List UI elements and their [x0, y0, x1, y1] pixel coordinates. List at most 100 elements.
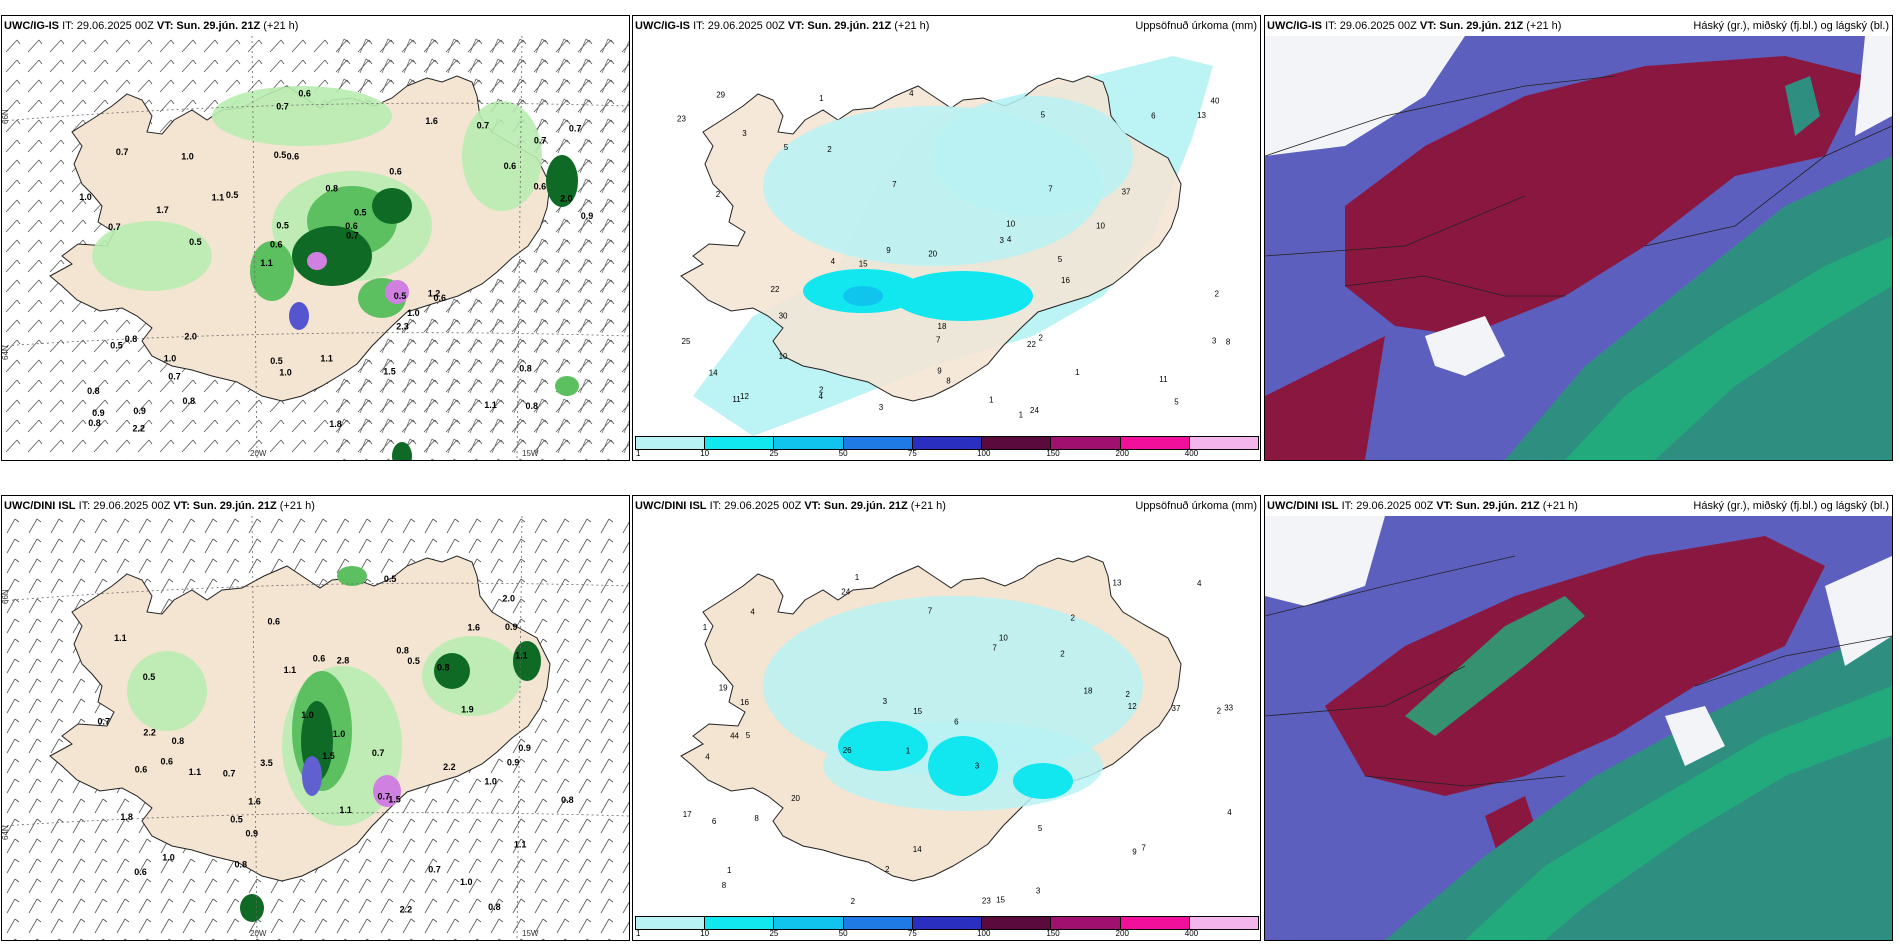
value-label: 2	[819, 386, 824, 395]
value-label: 0.5	[384, 574, 397, 584]
panel-right-title: Uppsöfnuð úrkoma (mm)	[1135, 20, 1257, 32]
panel-top-right-clouds: UWC/IG-IS IT: 29.06.2025 00Z VT: Sun. 29…	[1264, 15, 1893, 461]
value-label: 16	[1061, 276, 1070, 285]
map-accum-precip-top: 3121134547689753241523224010113722253029…	[633, 36, 1260, 460]
colorbar-segment	[911, 916, 983, 930]
panel-header: UWC/DINI ISL IT: 29.06.2025 00Z VT: Sun.…	[633, 496, 1260, 516]
value-label: 10	[1006, 220, 1015, 229]
value-label: 5	[1041, 111, 1046, 120]
value-label: 0.5	[110, 341, 123, 351]
lon-label-20w: 20W	[250, 929, 267, 938]
value-label: 4	[1227, 808, 1232, 817]
panel-header: UWC/IG-IS IT: 29.06.2025 00Z VT: Sun. 29…	[2, 16, 629, 36]
value-label: 3	[742, 129, 747, 138]
colorbar-segment	[704, 436, 775, 450]
value-label: 0.9	[133, 406, 146, 416]
value-label: 1.2	[428, 289, 441, 299]
value-label: 0.8	[183, 396, 196, 406]
valid-time: Sun. 29.jún. 21Z	[1455, 500, 1540, 512]
value-label: 25	[682, 337, 691, 346]
model-name: UWC/IG-IS	[1267, 20, 1322, 32]
value-label: 17	[683, 810, 692, 819]
valid-label: VT:	[787, 20, 805, 32]
model-name: UWC/DINI ISL	[635, 500, 707, 512]
colorbar-tick-label: 75	[907, 929, 917, 938]
value-label: 1	[989, 396, 994, 405]
value-label: 3	[1212, 336, 1217, 345]
colorbar-segment	[773, 436, 844, 450]
value-label: 22	[771, 285, 780, 294]
value-label: 1.0	[301, 710, 314, 720]
value-label: 4	[1197, 579, 1202, 588]
colorbar-segment	[1188, 436, 1259, 450]
colorbar-segment	[911, 436, 983, 450]
colorbar-tick-label: 75	[907, 449, 917, 458]
precip-accum-shading	[763, 596, 1143, 811]
colorbar-tick-label: 25	[769, 449, 779, 458]
value-label: 0.5	[143, 672, 156, 682]
value-label: 1.1	[260, 258, 273, 268]
value-label: 2	[885, 865, 890, 874]
value-label: 0.6	[134, 867, 147, 877]
precip-shading-green	[127, 566, 541, 922]
value-label: 0.6	[135, 765, 148, 775]
value-label: 0.7	[168, 372, 181, 382]
value-label: 0.7	[223, 768, 236, 778]
colorbar-segment	[842, 436, 913, 450]
value-label: 10	[1096, 221, 1105, 230]
value-label: 2.0	[503, 594, 516, 604]
colorbar-tick-label: 1	[636, 449, 641, 458]
value-label: 11	[732, 395, 741, 404]
value-label: 2.2	[443, 762, 456, 772]
value-label: 0.8	[396, 645, 409, 655]
value-label: 1.5	[388, 794, 401, 804]
value-label: 4	[831, 257, 836, 266]
precip-value-labels: 0.80.60.71.11.10.51.00.70.80.6 0.51.00.90…	[98, 574, 574, 915]
value-label: 0.7	[98, 716, 111, 726]
value-label: 0.8	[488, 902, 501, 912]
value-label: 0.5	[230, 814, 243, 824]
value-label: 0.5	[189, 237, 202, 247]
value-label: 1.9	[461, 705, 474, 715]
colorbar-tick-label: 200	[1115, 929, 1129, 938]
init-time: IT: 29.06.2025 00Z	[78, 500, 171, 512]
value-label: 0.8	[88, 418, 101, 428]
valid-label: VT:	[804, 500, 821, 512]
colorbar-tick-label: 400	[1184, 449, 1199, 458]
panel-top-left-wind-precip: UWC/IG-IS IT: 29.06.2025 00Z VT: Sun. 29…	[1, 15, 630, 461]
value-label: 1	[1019, 411, 1024, 420]
value-label: 0.5	[354, 208, 367, 218]
colorbar-segment	[635, 436, 706, 450]
colorbar-segment	[773, 916, 844, 930]
value-label: 9	[937, 367, 942, 376]
value-label: 1.0	[162, 853, 175, 863]
panel-header: UWC/IG-IS IT: 29.06.2025 00Z VT: Sun. 29…	[1265, 16, 1892, 36]
value-label: 29	[716, 90, 725, 99]
colorbar-segment	[1188, 916, 1259, 930]
value-label: 12	[1128, 702, 1137, 711]
value-label: 0.7	[276, 102, 289, 112]
value-label: 4	[750, 607, 755, 616]
colorbar-segment	[1050, 916, 1121, 930]
value-label: 40	[1211, 97, 1220, 106]
model-name: UWC/IG-IS	[4, 20, 59, 32]
panel-top-middle-accum-precip: UWC/IG-IS IT: 29.06.2025 00Z VT: Sun. 29…	[632, 15, 1261, 461]
value-label: 7	[892, 180, 897, 189]
lead-time: (+21 h)	[894, 20, 930, 32]
value-label: 3	[975, 761, 980, 770]
value-label: 5	[784, 143, 789, 152]
value-label: 4	[909, 89, 914, 98]
valid-label: VT:	[1419, 20, 1437, 32]
value-label: 0.5	[226, 190, 239, 200]
value-label: 13	[1113, 579, 1122, 588]
value-label: 0.8	[561, 795, 574, 805]
value-label: 0.5	[276, 220, 289, 230]
value-label: 1.0	[407, 308, 420, 318]
lead-time: (+21 h)	[910, 500, 946, 512]
value-label: 0.7	[378, 792, 391, 802]
lon-label-15w: 15W	[522, 929, 539, 938]
value-label: 6	[1151, 111, 1156, 120]
value-label: 1.1	[484, 400, 497, 410]
panel-header: UWC/DINI ISL IT: 29.06.2025 00Z VT: Sun.…	[2, 496, 629, 516]
